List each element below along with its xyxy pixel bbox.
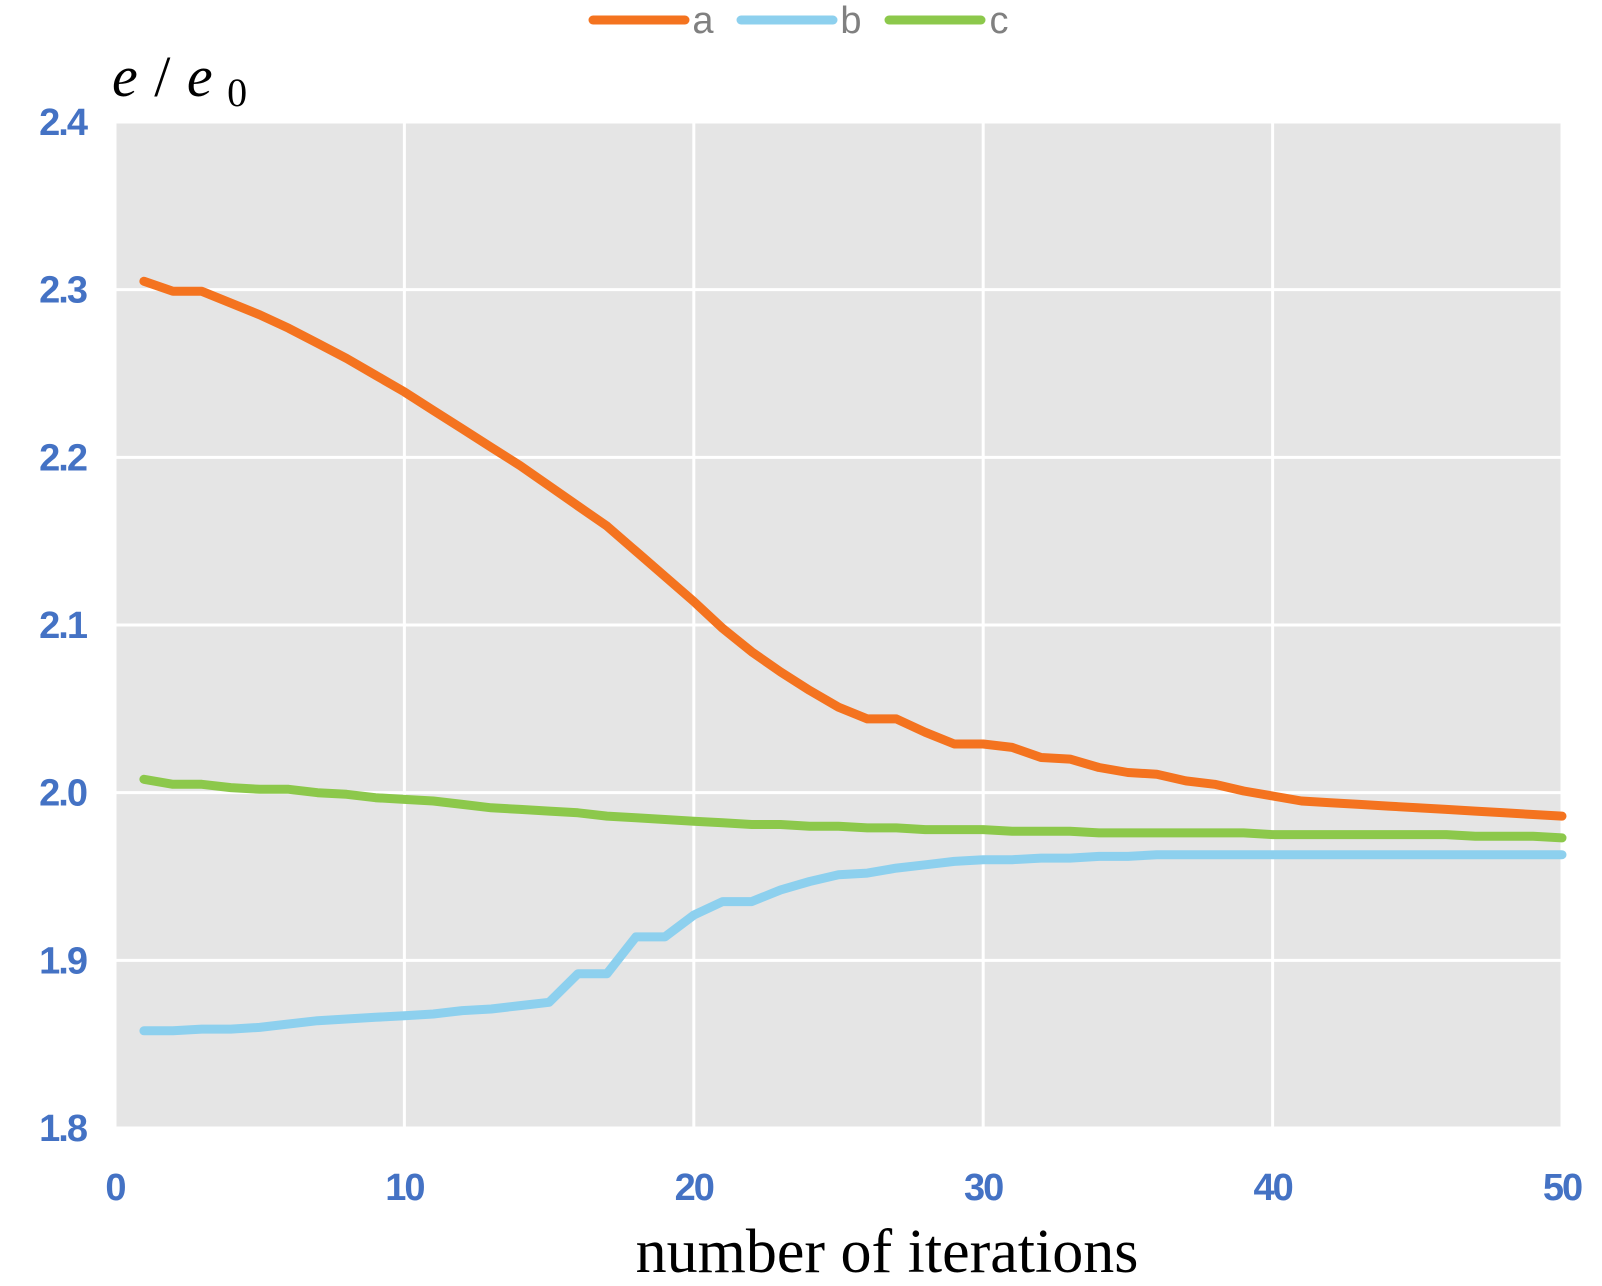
legend-label-a: a [692,0,714,42]
x-tick-label: 50 [1543,1167,1582,1209]
legend-label-b: b [840,0,861,42]
x-tick-label: 0 [105,1167,125,1209]
legend-label-c: c [990,0,1009,42]
y-tick-label: 2.1 [39,605,88,647]
y-axis-title-base: e [112,44,138,109]
x-axis-ticks: 0 10 20 30 40 50 [105,1167,1584,1209]
y-axis-title: e / e 0 [112,44,247,115]
series-group [139,276,1567,1036]
y-tick-label: 1.8 [39,1108,87,1150]
x-tick-label: 10 [385,1167,424,1209]
series-line-a [139,276,1567,821]
x-tick-label: 20 [675,1167,714,1209]
y-axis-title-subscript: 0 [227,70,247,115]
series-line-c [139,774,1567,843]
y-tick-label: 2.0 [39,773,87,815]
legend: a b c [588,0,1009,42]
x-tick-label: 40 [1253,1167,1292,1209]
x-tick-label: 30 [964,1167,1003,1209]
series-line-b [139,850,1567,1036]
y-axis-title-denominator: e [187,44,213,109]
y-tick-label: 2.3 [39,270,87,312]
y-tick-label: 2.2 [39,437,87,479]
y-tick-label: 2.4 [39,102,88,144]
y-tick-label: 1.9 [39,940,87,982]
y-axis-ticks: 1.8 1.9 2.0 2.1 2.2 2.3 2.4 [39,102,90,1150]
x-axis-title: number of iterations [636,1218,1139,1286]
